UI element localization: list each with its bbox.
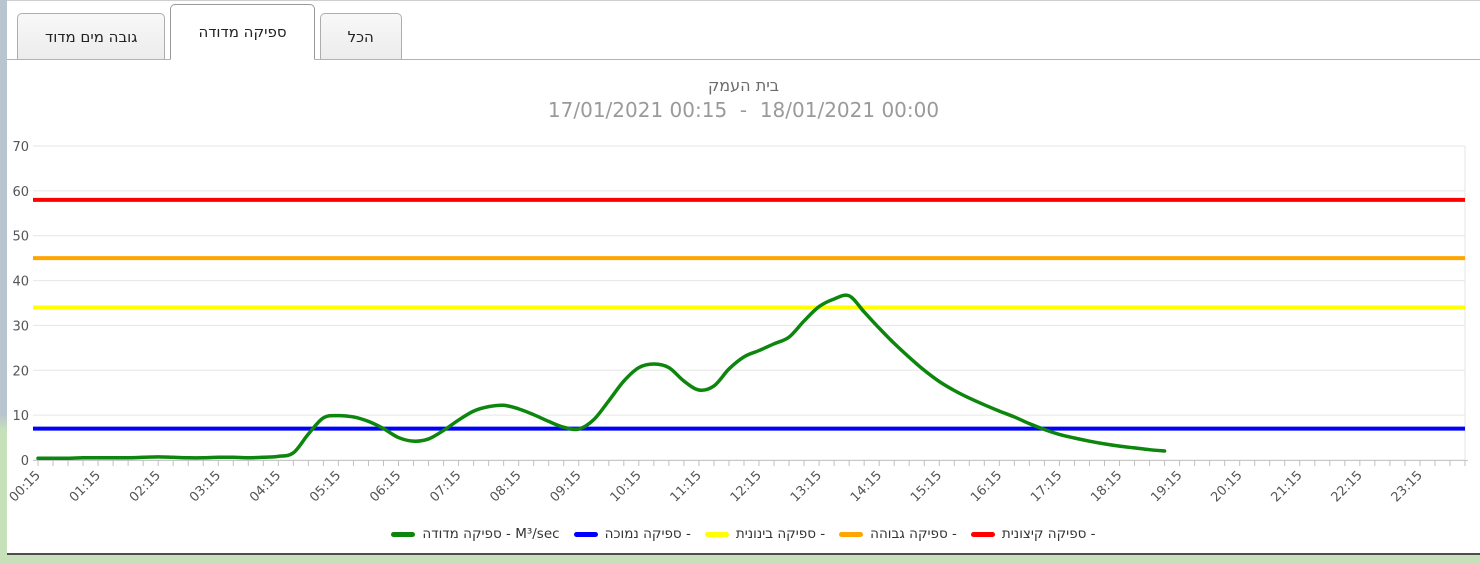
svg-text:40: 40 — [12, 275, 29, 290]
svg-text:15:15: 15:15 — [908, 468, 945, 505]
svg-text:70: 70 — [12, 140, 29, 155]
svg-text:01:15: 01:15 — [67, 468, 104, 505]
svg-text:06:15: 06:15 — [367, 468, 404, 505]
svg-text:20: 20 — [12, 364, 29, 379]
legend-measured-flow-label: ספיקה מדודה - M³/sec — [422, 526, 560, 542]
legend-measured-flow-swatch — [391, 531, 416, 537]
svg-text:10: 10 — [12, 409, 29, 424]
svg-text:09:15: 09:15 — [547, 468, 584, 505]
svg-text:07:15: 07:15 — [427, 468, 464, 505]
svg-text:23:15: 23:15 — [1389, 468, 1426, 505]
legend-low-flow[interactable]: ספיקה נמוכה - — [573, 526, 691, 542]
chart-panel: גובה מים מדוד ספיקה מדודה הכל בית העמק 1… — [7, 0, 1480, 555]
legend-high-flow-swatch — [839, 531, 864, 537]
chart-legend: ספיקה מדודה - M³/sec ספיקה נמוכה - ספיקה ב… — [7, 526, 1480, 542]
legend-high-flow[interactable]: ספיקה גבוהה - — [839, 526, 957, 542]
tab-measured-flow[interactable]: ספיקה מדודה — [170, 4, 315, 60]
svg-text:12:15: 12:15 — [728, 468, 765, 505]
svg-text:17:15: 17:15 — [1028, 468, 1065, 505]
bottom-edge-strip — [0, 554, 1480, 564]
measured-flow-line — [36, 293, 1167, 460]
svg-text:03:15: 03:15 — [187, 468, 224, 505]
legend-extreme-flow[interactable]: ספיקה קיצונית - — [970, 526, 1096, 542]
svg-text:14:15: 14:15 — [848, 468, 885, 505]
tab-all[interactable]: הכל — [319, 13, 402, 59]
chart-title: בית העמק — [707, 76, 780, 95]
chart-area: בית העמק 17/01/2021 00:15 - 18/01/2021 0… — [7, 60, 1480, 552]
svg-text:08:15: 08:15 — [487, 468, 524, 505]
legend-extreme-flow-label: ספיקה קיצונית - — [1001, 526, 1096, 542]
left-edge-strip — [0, 0, 7, 564]
legend-medium-flow-label: ספיקה בינונית - — [735, 526, 826, 542]
svg-text:00:15: 00:15 — [7, 468, 44, 505]
svg-text:05:15: 05:15 — [307, 468, 344, 505]
legend-medium-flow[interactable]: ספיקה בינונית - — [704, 526, 826, 542]
svg-text:10:15: 10:15 — [608, 468, 645, 505]
svg-text:11:15: 11:15 — [668, 468, 705, 505]
svg-text:19:15: 19:15 — [1148, 468, 1185, 505]
svg-text:13:15: 13:15 — [788, 468, 825, 505]
svg-text:20:15: 20:15 — [1208, 468, 1245, 505]
svg-text:18:15: 18:15 — [1088, 468, 1125, 505]
tab-bar: גובה מים מדוד ספיקה מדודה הכל — [7, 1, 1480, 60]
legend-extreme-flow-swatch — [970, 531, 995, 537]
svg-text:22:15: 22:15 — [1329, 468, 1366, 505]
tab-measured-water-height[interactable]: גובה מים מדוד — [17, 13, 166, 59]
legend-low-flow-label: ספיקה נמוכה - — [604, 526, 691, 542]
svg-text:60: 60 — [12, 185, 29, 200]
svg-text:02:15: 02:15 — [127, 468, 164, 505]
chart-plot: 0 10 20 30 40 50 60 70 00:15 01:15 02:15 03:15 04:15… — [7, 140, 1468, 505]
legend-measured-flow[interactable]: ספיקה מדודה - M³/sec — [391, 526, 560, 542]
legend-low-flow-swatch — [573, 531, 598, 537]
chart-subtitle: 17/01/2021 00:15 - 18/01/2021 00:00 — [547, 98, 940, 122]
svg-text:50: 50 — [12, 230, 29, 245]
svg-text:16:15: 16:15 — [968, 468, 1005, 505]
svg-text:30: 30 — [12, 319, 29, 334]
svg-text:04:15: 04:15 — [247, 468, 284, 505]
svg-text:21:15: 21:15 — [1268, 468, 1305, 505]
legend-medium-flow-swatch — [704, 531, 729, 537]
svg-text:0: 0 — [21, 454, 29, 469]
legend-high-flow-label: ספיקה גבוהה - — [870, 526, 957, 542]
